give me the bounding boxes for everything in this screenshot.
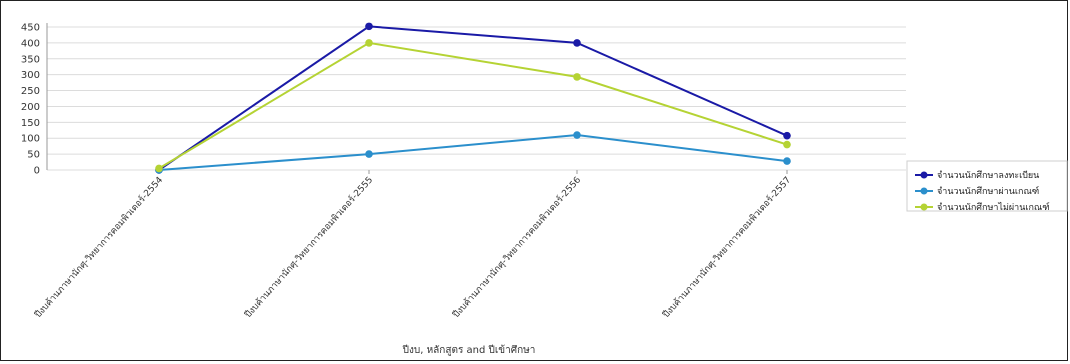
legend-swatch-marker (920, 203, 928, 211)
x-axis: ปีงบค้านภาษานักศุ-วิทยาการคอมพิวเตอร์-25… (32, 170, 793, 320)
x-tick-label: ปีงบค้านภาษานักศุ-วิทยาการคอมพิวเตอร์-25… (32, 174, 166, 320)
y-tick-label: 300 (21, 70, 40, 81)
series-line (158, 134, 788, 171)
x-tick-label: ปีงบค้านภาษานักศุ-วิทยาการคอมพิวเตอร์-25… (450, 174, 584, 320)
y-tick-label: 0 (34, 166, 40, 177)
legend: จำนวนนักศึกษาลงทะเบียนจำนวนนักศึกษาผ่านเ… (906, 160, 1068, 213)
data-point[interactable] (365, 150, 373, 158)
y-tick-label: 350 (21, 54, 40, 65)
data-point[interactable] (365, 22, 373, 31)
y-tick-label: 250 (21, 86, 40, 97)
data-point[interactable] (573, 39, 581, 47)
data-point[interactable] (155, 164, 163, 173)
y-axis: 0 50 100 150 200 250 300 350 400 450 (21, 23, 48, 177)
data-point[interactable] (365, 39, 373, 47)
data-point[interactable] (573, 131, 581, 139)
x-axis-title: ปีงบ, หลักสูตร and ปีเข้าศึกษา (402, 344, 535, 356)
x-tick-label: ปีงบค้านภาษานักศุ-วิทยาการคอมพิวเตอร์-25… (660, 174, 793, 320)
gridlines (47, 26, 906, 171)
data-point[interactable] (783, 157, 791, 165)
series-lines (155, 22, 791, 174)
y-tick-label: 150 (21, 118, 40, 129)
legend-label[interactable]: จำนวนนักศึกษาผ่านเกณฑ์ (937, 185, 1039, 197)
y-tick-label: 400 (21, 38, 40, 49)
data-point[interactable] (783, 131, 791, 140)
x-tick-label: ปีงบค้านภาษานักศุ-วิทยาการคอมพิวเตอร์-25… (242, 174, 375, 320)
data-point[interactable] (573, 73, 581, 81)
legend-box (906, 160, 1068, 212)
y-tick-label: 50 (27, 150, 40, 161)
legend-swatch-marker (920, 187, 928, 195)
legend-swatch-marker (920, 171, 928, 179)
y-tick-label: 200 (21, 102, 40, 113)
legend-label[interactable]: จำนวนนักศึกษาลงทะเบียน (937, 170, 1039, 181)
series-line (158, 41, 788, 170)
data-point[interactable] (783, 140, 791, 149)
y-tick-label: 100 (21, 134, 40, 145)
y-tick-label: 450 (21, 23, 40, 34)
legend-label[interactable]: จำนวนนักศึกษาไม่ผ่านเกณฑ์ (937, 201, 1050, 213)
series-line (158, 25, 788, 171)
